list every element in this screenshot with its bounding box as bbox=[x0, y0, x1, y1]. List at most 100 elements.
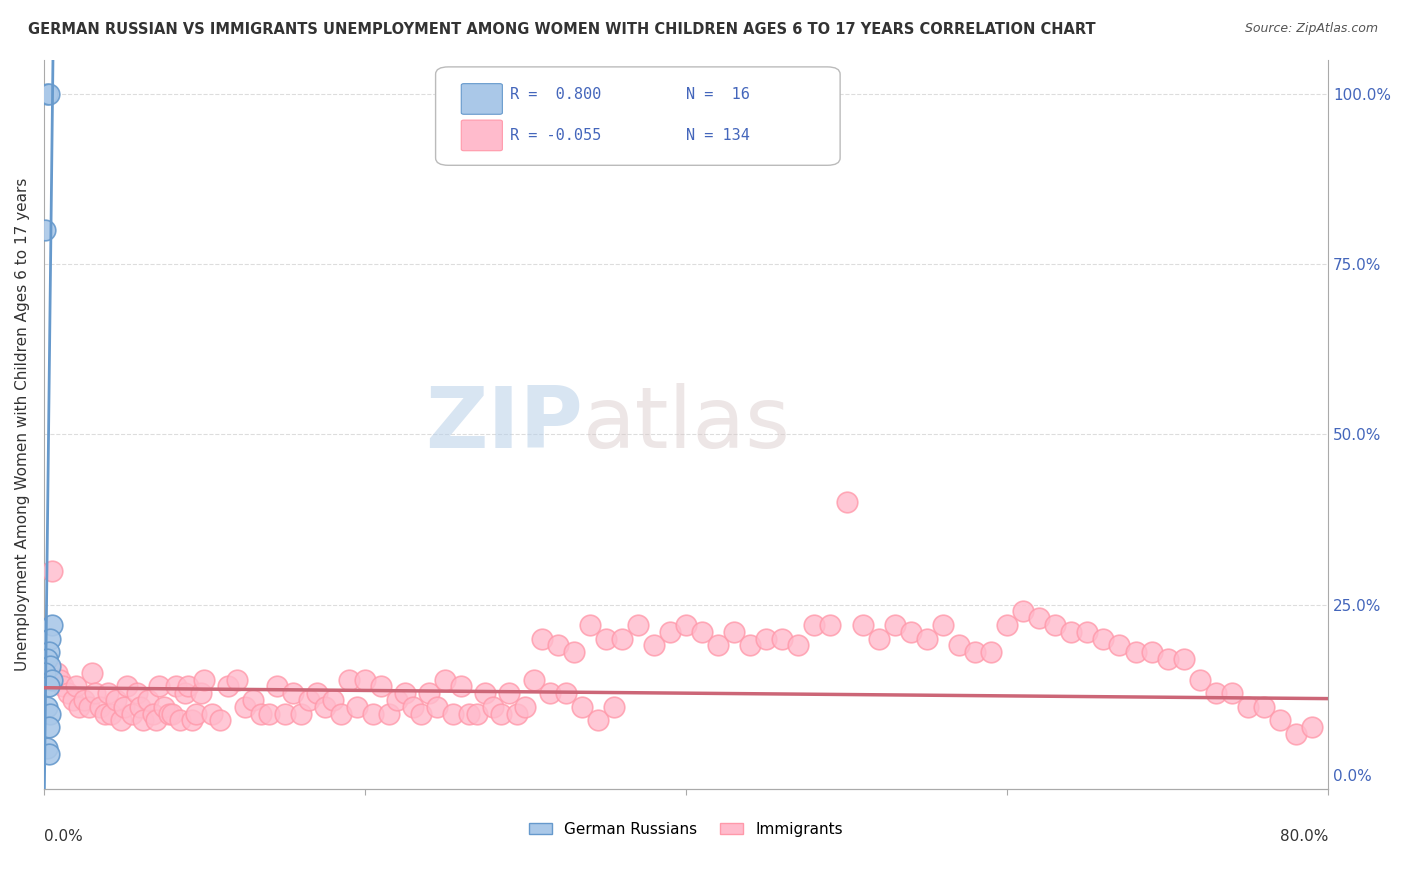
Point bbox=[39, 659, 62, 673]
Point bbox=[346, 699, 368, 714]
Text: atlas: atlas bbox=[583, 383, 792, 466]
Point bbox=[169, 714, 191, 728]
Point bbox=[1220, 686, 1243, 700]
Point bbox=[595, 632, 617, 646]
Point bbox=[1045, 618, 1067, 632]
Point bbox=[506, 706, 529, 721]
Point bbox=[177, 679, 200, 693]
Point bbox=[35, 699, 58, 714]
Point bbox=[1156, 652, 1178, 666]
Point bbox=[547, 639, 569, 653]
Point bbox=[498, 686, 520, 700]
Point bbox=[186, 706, 208, 721]
Point bbox=[80, 665, 103, 680]
Point bbox=[41, 564, 63, 578]
Point bbox=[1125, 645, 1147, 659]
Legend: German Russians, Immigrants: German Russians, Immigrants bbox=[523, 815, 849, 843]
Point bbox=[1108, 639, 1130, 653]
Point bbox=[56, 686, 79, 700]
Point bbox=[932, 618, 955, 632]
Point bbox=[659, 624, 682, 639]
Text: R = -0.055: R = -0.055 bbox=[510, 128, 602, 143]
Point bbox=[610, 632, 633, 646]
Point bbox=[1188, 673, 1211, 687]
Point bbox=[84, 686, 107, 700]
Point bbox=[34, 665, 56, 680]
Point bbox=[225, 673, 247, 687]
Point bbox=[100, 706, 122, 721]
Point bbox=[281, 686, 304, 700]
Point bbox=[385, 693, 408, 707]
Point bbox=[273, 706, 295, 721]
Point bbox=[67, 699, 90, 714]
Point bbox=[948, 639, 970, 653]
Point bbox=[298, 693, 321, 707]
Point bbox=[1205, 686, 1227, 700]
Point bbox=[209, 714, 232, 728]
Point bbox=[337, 673, 360, 687]
Point bbox=[38, 679, 60, 693]
Point bbox=[190, 686, 212, 700]
Point bbox=[136, 693, 159, 707]
Point bbox=[193, 673, 215, 687]
Point bbox=[1173, 652, 1195, 666]
Text: GERMAN RUSSIAN VS IMMIGRANTS UNEMPLOYMENT AMONG WOMEN WITH CHILDREN AGES 6 TO 17: GERMAN RUSSIAN VS IMMIGRANTS UNEMPLOYMEN… bbox=[28, 22, 1095, 37]
Point bbox=[38, 645, 60, 659]
Point bbox=[571, 699, 593, 714]
Point bbox=[482, 699, 505, 714]
Point bbox=[162, 706, 184, 721]
Point bbox=[112, 699, 135, 714]
Point bbox=[755, 632, 778, 646]
Point bbox=[1253, 699, 1275, 714]
Point bbox=[41, 618, 63, 632]
Point bbox=[643, 639, 665, 653]
Point bbox=[1301, 720, 1323, 734]
Point bbox=[153, 699, 176, 714]
Point bbox=[35, 87, 58, 101]
Point bbox=[963, 645, 986, 659]
FancyBboxPatch shape bbox=[461, 120, 502, 151]
Point bbox=[900, 624, 922, 639]
Point bbox=[38, 87, 60, 101]
Point bbox=[125, 686, 148, 700]
Point bbox=[418, 686, 440, 700]
FancyBboxPatch shape bbox=[461, 84, 502, 114]
Point bbox=[1268, 714, 1291, 728]
Point bbox=[450, 679, 472, 693]
Point bbox=[38, 747, 60, 762]
Point bbox=[39, 632, 62, 646]
Point bbox=[787, 639, 810, 653]
Point bbox=[180, 714, 202, 728]
Point bbox=[218, 679, 240, 693]
FancyBboxPatch shape bbox=[436, 67, 841, 165]
Point bbox=[52, 679, 75, 693]
Point bbox=[803, 618, 825, 632]
Point bbox=[426, 699, 449, 714]
Point bbox=[915, 632, 938, 646]
Point bbox=[627, 618, 650, 632]
Point bbox=[73, 693, 96, 707]
Point bbox=[89, 699, 111, 714]
Point bbox=[883, 618, 905, 632]
Point bbox=[165, 679, 187, 693]
Point bbox=[723, 624, 745, 639]
Point bbox=[1012, 604, 1035, 618]
Point bbox=[145, 714, 167, 728]
Point bbox=[129, 699, 152, 714]
Point bbox=[675, 618, 697, 632]
Point bbox=[361, 706, 384, 721]
Point bbox=[97, 686, 120, 700]
Point bbox=[707, 639, 730, 653]
Point bbox=[465, 706, 488, 721]
Point bbox=[314, 699, 336, 714]
Point bbox=[242, 693, 264, 707]
Point bbox=[491, 706, 513, 721]
Point bbox=[65, 679, 87, 693]
Point bbox=[852, 618, 875, 632]
Point bbox=[394, 686, 416, 700]
Point bbox=[354, 673, 377, 687]
Point bbox=[980, 645, 1002, 659]
Text: Source: ZipAtlas.com: Source: ZipAtlas.com bbox=[1244, 22, 1378, 36]
Point bbox=[770, 632, 793, 646]
Point bbox=[868, 632, 890, 646]
